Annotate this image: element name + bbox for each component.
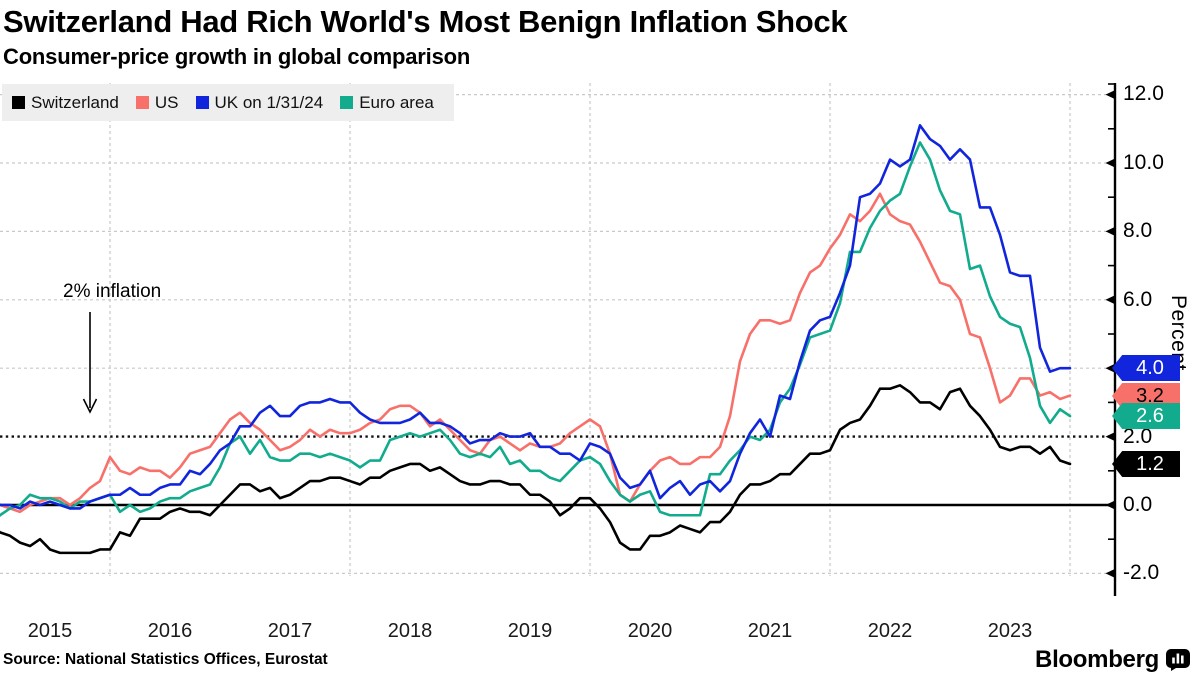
- y-tick-10: 10.0: [1123, 151, 1164, 174]
- legend-swatch-switzerland-icon: [12, 96, 25, 109]
- y-major-tick-10: [1105, 158, 1115, 168]
- y-major-tick-12: [1105, 90, 1115, 100]
- x-tick-2017: 2017: [267, 620, 313, 642]
- legend-label-uk: UK on 1/31/24: [214, 92, 324, 112]
- y-major-tick-2: [1105, 432, 1115, 442]
- end-label-switzerland: 1.2: [1112, 451, 1180, 477]
- y-major-tick--2: [1105, 568, 1115, 578]
- legend: Switzerland US UK on 1/31/24 Euro area: [2, 84, 454, 121]
- y-tick-0: 0.0: [1123, 493, 1153, 516]
- x-tick-2015: 2015: [27, 620, 73, 642]
- y-major-tick-4: [1105, 363, 1115, 373]
- legend-swatch-euro-area-icon: [340, 96, 354, 109]
- annotation-2pct-inflation: 2% inflation: [63, 281, 162, 302]
- x-tick-2023: 2023: [987, 620, 1033, 642]
- series-line-us: [0, 192, 1072, 514]
- y-major-tick-8: [1105, 226, 1115, 236]
- legend-label-euro-area: Euro area: [359, 92, 434, 112]
- x-tick-2018: 2018: [387, 620, 433, 642]
- legend-label-us: US: [154, 92, 179, 112]
- legend-swatch-us-icon: [135, 96, 149, 109]
- page-title: Switzerland Had Rich World's Most Benign…: [3, 4, 848, 39]
- annotation-arrow-head: [82, 398, 98, 414]
- y-tick-8: 8.0: [1123, 219, 1153, 242]
- legend-item-euro-area: Euro area: [340, 93, 434, 113]
- y-tick-6: 6.0: [1123, 288, 1153, 311]
- page-subtitle: Consumer-price growth in global comparis…: [3, 44, 471, 69]
- end-label-euro-area: 2.6: [1112, 403, 1180, 429]
- legend-item-us: US: [135, 92, 179, 113]
- x-tick-2021: 2021: [747, 620, 793, 642]
- x-tick-2022: 2022: [867, 620, 913, 642]
- y-axis-title: Percent: [1167, 295, 1190, 371]
- legend-item-uk: UK on 1/31/24: [195, 92, 324, 113]
- bloomberg-brand: Bloomberg: [1035, 646, 1190, 674]
- bloomberg-logo-icon: [1166, 649, 1190, 671]
- series-line-switzerland: [0, 383, 1072, 555]
- y-tick-12: 12.0: [1123, 82, 1164, 105]
- bloomberg-wordmark: Bloomberg: [1035, 646, 1159, 673]
- x-tick-2016: 2016: [147, 620, 193, 642]
- source-credit: Source: National Statistics Offices, Eur…: [3, 651, 328, 668]
- y-tick-neg2: -2.0: [1123, 561, 1160, 584]
- legend-label-switzerland: Switzerland: [31, 92, 119, 112]
- y-tick-2: 2.0: [1123, 425, 1153, 448]
- series-line-uk-on-1-31-24: [0, 124, 1072, 510]
- y-major-tick-6: [1105, 295, 1115, 305]
- legend-swatch-uk-icon: [195, 96, 209, 109]
- end-label-uk: 4.0: [1112, 355, 1180, 381]
- series-line-euro-area: [0, 141, 1072, 518]
- y-major-tick-0: [1105, 500, 1115, 510]
- x-tick-2019: 2019: [507, 620, 553, 642]
- x-tick-2020: 2020: [627, 620, 673, 642]
- legend-item-switzerland: Switzerland: [12, 93, 119, 113]
